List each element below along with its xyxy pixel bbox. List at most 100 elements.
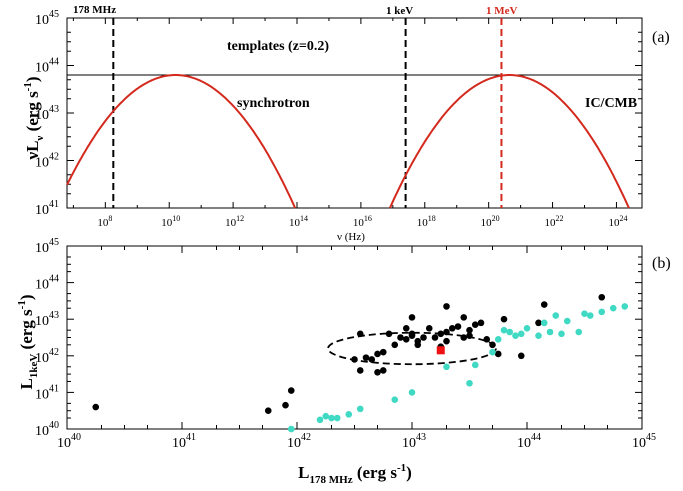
panel-a-xlabel: ν (Hz) <box>337 231 365 243</box>
ylabel-sub: ν <box>34 136 46 142</box>
point-black-32 <box>454 323 462 330</box>
point-black-29 <box>443 328 450 336</box>
b-xtick-label-5: 1045 <box>632 432 656 451</box>
point-black-36 <box>466 326 473 334</box>
point-black-6 <box>356 367 364 374</box>
point-black-43 <box>517 352 525 360</box>
xlabel-close: ) <box>406 463 412 482</box>
point-black-10 <box>374 350 381 358</box>
point-cyan-15 <box>506 328 514 336</box>
point-cyan-16 <box>512 332 519 339</box>
ylabel-sup: -1 <box>16 300 28 309</box>
point-black-35 <box>466 332 473 339</box>
curve-synchrotron <box>66 74 297 209</box>
point-black-17 <box>402 325 410 332</box>
a-xtick-label-5: 1018 <box>417 214 436 229</box>
point-black-16 <box>402 336 410 343</box>
point-cyan-8 <box>408 389 416 396</box>
panel-b-xlabel: L178 MHz (erg s-1) <box>298 462 412 486</box>
point-cyan-26 <box>581 310 588 318</box>
point-black-5 <box>356 330 364 338</box>
point-cyan-24 <box>563 317 571 325</box>
point-black-42 <box>500 315 508 323</box>
point-black-46 <box>598 293 606 301</box>
a-xtick-label-8: 1024 <box>608 214 627 229</box>
cluster-ellipse <box>327 331 497 366</box>
xlabel-unit: (erg s <box>353 463 398 482</box>
point-black-20 <box>408 314 416 321</box>
point-black-45 <box>540 301 548 308</box>
ylabel-sub: 1keV <box>28 354 40 379</box>
a-ytick-label-3: 1044 <box>35 57 59 76</box>
a-xtick-label-1: 1010 <box>161 214 180 229</box>
point-black-1 <box>264 407 272 415</box>
point-cyan-3 <box>328 414 335 422</box>
point-cyan-1 <box>316 416 324 424</box>
point-black-25 <box>431 334 439 341</box>
ylabel-unit: (erg s <box>17 309 36 354</box>
vline-label-178mhz: 178 MHz <box>73 4 116 16</box>
xlabel-main: L <box>298 463 309 482</box>
ylabel-sup: -1 <box>22 82 34 91</box>
point-black-2 <box>282 401 289 409</box>
point-cyan-17 <box>517 330 525 338</box>
scatter-points <box>92 293 629 433</box>
point-black-19 <box>408 330 416 338</box>
a-xtick-label-3: 1014 <box>289 214 308 229</box>
synchrotron-label: synchrotron <box>237 96 310 111</box>
point-black-31 <box>448 325 456 332</box>
point-black-39 <box>483 336 491 343</box>
point-cyan-6 <box>356 405 364 413</box>
point-black-0 <box>92 403 100 411</box>
point-cyan-9 <box>443 363 450 371</box>
panel-b-luminosity-scatter: 1040 1041 1042 1043 1044 1045 1040 1041 1042 1043… <box>16 237 671 486</box>
curve-iccmb <box>388 74 630 209</box>
point-cyan-21 <box>546 328 554 336</box>
vline-label-1kev: 1 keV <box>386 5 413 17</box>
point-cyan-29 <box>609 304 617 312</box>
point-cyan-2 <box>322 412 330 420</box>
point-black-41 <box>494 350 502 358</box>
point-cyan-25 <box>575 328 583 336</box>
point-black-30 <box>443 303 450 310</box>
b-xtick-label-2: 1042 <box>287 432 311 451</box>
panel-b-frame <box>66 245 643 430</box>
a-xtick-label-0: 108 <box>97 214 112 229</box>
b-xtick-label-3: 1043 <box>402 432 426 451</box>
a-ytick-label-4: 1045 <box>35 9 59 28</box>
point-cyan-0 <box>287 425 295 433</box>
point-black-23 <box>420 334 427 341</box>
point-cyan-5 <box>345 411 353 418</box>
point-black-27 <box>437 330 445 338</box>
point-black-12 <box>379 367 387 374</box>
point-cyan-27 <box>586 312 594 319</box>
ylabel-main: νL <box>23 141 42 161</box>
point-cyan-12 <box>489 348 496 356</box>
point-black-14 <box>391 341 399 349</box>
point-cyan-7 <box>391 396 399 404</box>
ylabel-close: ) <box>17 294 36 300</box>
point-black-40 <box>489 341 496 349</box>
point-black-28 <box>443 337 450 345</box>
b-ytick-label-4: 1044 <box>35 274 59 293</box>
b-ytick-label-5: 1045 <box>35 237 59 256</box>
templates-title: templates (z=0.2) <box>227 39 329 54</box>
point-cyan-28 <box>598 308 606 316</box>
panel-b-tick-labels: 1040 1041 1042 1043 1044 1045 1040 1041 1042 1043… <box>35 237 656 451</box>
b-ytick-label-1: 1041 <box>35 383 59 402</box>
b-ytick-label-3: 1043 <box>35 310 59 329</box>
a-xtick-label-4: 1016 <box>353 214 372 229</box>
xlabel-sub: 178 MHz <box>310 474 353 486</box>
point-black-38 <box>477 319 485 327</box>
a-xtick-label-2: 1012 <box>225 214 244 229</box>
a-ytick-label-2: 1043 <box>35 104 59 123</box>
ylabel-unit: (erg s <box>23 91 42 136</box>
panel-a-sed-templates: 108 1010 1012 1014 1016 1018 1020 1022 1024 1041 1… <box>22 4 670 243</box>
b-ytick-label-0: 1040 <box>35 420 59 439</box>
point-black-7 <box>362 354 370 361</box>
ylabel-main: L <box>17 378 36 389</box>
ylabel-close: ) <box>23 76 42 82</box>
point-cyan-23 <box>558 330 565 338</box>
point-black-4 <box>351 356 358 363</box>
